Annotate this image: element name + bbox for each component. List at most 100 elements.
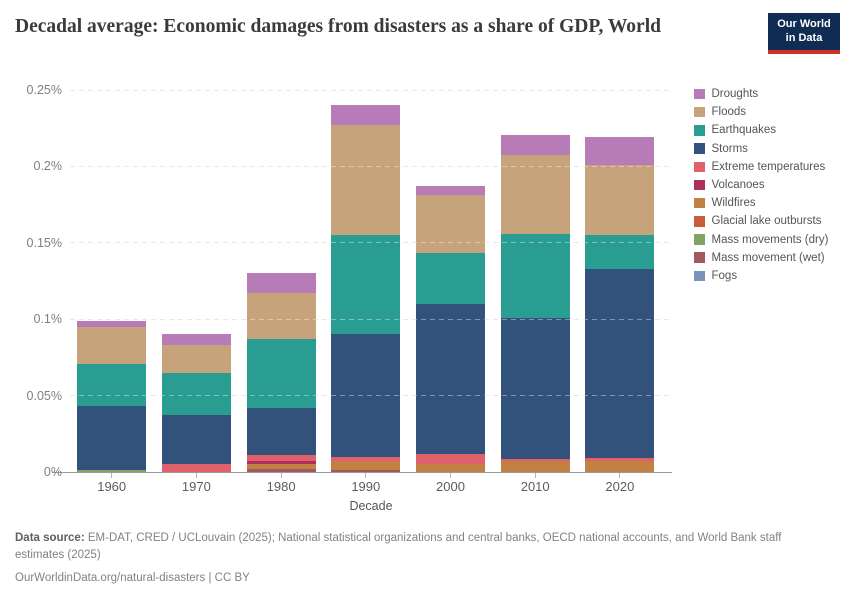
- legend-item-storms[interactable]: Storms: [694, 143, 850, 155]
- bar-segment-wildfires-2020[interactable]: [585, 461, 655, 472]
- legend-label: Wildfires: [711, 197, 756, 210]
- legend-swatch-icon: [694, 88, 705, 100]
- owid-logo-line2: in Data: [785, 31, 823, 44]
- x-axis-tick: [619, 473, 621, 478]
- legend-label: Floods: [711, 106, 747, 119]
- x-axis-label-1960: 1960: [97, 479, 127, 494]
- bar-segment-extreme-temperatures-1980[interactable]: [246, 455, 316, 462]
- bar-segment-earthquakes-2010[interactable]: [500, 234, 570, 319]
- legend-item-droughts[interactable]: Droughts: [694, 88, 850, 100]
- bar-segment-wildfires-1980[interactable]: [246, 464, 316, 469]
- bar-segment-droughts-1960[interactable]: [77, 320, 147, 327]
- legend-swatch-icon: [694, 161, 705, 172]
- bar-segment-storms-1990[interactable]: [331, 334, 401, 457]
- bar-segment-droughts-2010[interactable]: [500, 135, 570, 155]
- bar-segment-droughts-1970[interactable]: [161, 334, 231, 346]
- bar-segment-wildfires-2000[interactable]: [416, 464, 485, 472]
- legend-label: Glacial lake outbursts: [711, 215, 822, 228]
- owid-logo[interactable]: Our World in Data: [768, 13, 840, 54]
- bar-segment-volcanoes-1980[interactable]: [246, 461, 316, 465]
- bar-segment-mass-movement-wet--1980[interactable]: [246, 468, 316, 472]
- bar-segment-storms-1960[interactable]: [77, 406, 147, 471]
- legend-swatch-icon: [694, 179, 705, 191]
- legend-item-glacial-lake-outbursts[interactable]: Glacial lake outbursts: [694, 215, 850, 227]
- x-axis-label-2000: 2000: [436, 479, 465, 494]
- legend-label: Storms: [711, 142, 748, 155]
- bar-segment-earthquakes-2020[interactable]: [585, 235, 655, 269]
- gridline-overlay: [70, 395, 672, 397]
- footer-separator: |: [208, 571, 212, 584]
- bar-segment-extreme-temperatures-2020[interactable]: [585, 458, 655, 462]
- bar-segment-floods-2000[interactable]: [416, 195, 485, 254]
- bar-segment-mass-movement-wet--1990[interactable]: [331, 470, 401, 472]
- legend-item-mass-movement-wet-[interactable]: Mass movement (wet): [694, 252, 850, 264]
- bar-segment-earthquakes-1970[interactable]: [161, 372, 231, 416]
- legend-swatch-icon: [694, 234, 705, 245]
- legend-item-floods[interactable]: Floods: [694, 106, 850, 118]
- bar-segment-extreme-temperatures-2000[interactable]: [416, 453, 485, 465]
- bar-segment-storms-2010[interactable]: [500, 318, 570, 459]
- bar-segment-wildfires-2010[interactable]: [500, 460, 570, 472]
- bar-segment-earthquakes-1990[interactable]: [331, 235, 401, 335]
- y-axis-tick-label: 0.05%: [26, 388, 62, 403]
- bar-segment-floods-1980[interactable]: [246, 293, 316, 340]
- bar-segment-extreme-temperatures-1990[interactable]: [331, 456, 401, 462]
- data-source-line: Data source: EM-DAT, CRED / UCLouvain (2…: [15, 530, 820, 565]
- bar-segment-extreme-temperatures-1970[interactable]: [161, 464, 231, 472]
- chart-title: Decadal average: Economic damages from d…: [15, 16, 661, 37]
- bar-segment-droughts-2020[interactable]: [585, 137, 655, 165]
- legend-label: Volcanoes: [711, 178, 765, 191]
- legend-item-volcanoes[interactable]: Volcanoes: [694, 179, 850, 191]
- x-axis-title: Decade: [349, 499, 393, 513]
- data-source-label: Data source:: [15, 532, 85, 544]
- x-axis-tick: [280, 473, 282, 478]
- legend-swatch-icon: [694, 216, 705, 227]
- x-axis-tick: [450, 473, 451, 478]
- legend-swatch-icon: [694, 143, 705, 154]
- bar-segment-floods-2020[interactable]: [585, 164, 655, 236]
- legend-label: Mass movement (wet): [711, 251, 825, 264]
- bar-segment-floods-1970[interactable]: [161, 345, 231, 373]
- bar-segment-storms-1980[interactable]: [246, 407, 316, 456]
- footer-url-link[interactable]: OurWorldinData.org/natural-disasters: [15, 571, 206, 584]
- legend-swatch-icon: [694, 252, 705, 263]
- x-axis-label-1990: 1990: [351, 479, 381, 494]
- bar-segment-droughts-1990[interactable]: [331, 105, 401, 126]
- bar-segment-extreme-temperatures-2010[interactable]: [500, 459, 570, 461]
- bar-segment-earthquakes-1960[interactable]: [77, 363, 147, 407]
- bar-segment-storms-2000[interactable]: [416, 303, 485, 454]
- legend-item-mass-movements-dry-[interactable]: Mass movements (dry): [694, 234, 850, 246]
- bar-segment-storms-2020[interactable]: [585, 268, 655, 459]
- gridline-overlay: [70, 242, 672, 244]
- bar-segment-floods-1960[interactable]: [77, 326, 147, 364]
- gridline-overlay: [70, 165, 672, 167]
- bar-segment-earthquakes-2000[interactable]: [416, 253, 485, 304]
- license-line: OurWorldinData.org/natural-disasters | C…: [15, 570, 820, 587]
- bar-segment-wildfires-1990[interactable]: [331, 461, 401, 471]
- legend-label: Earthquakes: [711, 124, 777, 137]
- gridline-overlay: [70, 89, 672, 91]
- bar-segment-floods-1990[interactable]: [331, 125, 401, 236]
- bar-segment-storms-1970[interactable]: [161, 415, 231, 465]
- bar-segment-droughts-2000[interactable]: [416, 186, 485, 196]
- x-axis-label-1980: 1980: [266, 479, 296, 494]
- legend-swatch-icon: [694, 106, 705, 118]
- legend-label: Fogs: [711, 269, 738, 282]
- legend-item-earthquakes[interactable]: Earthquakes: [694, 124, 850, 136]
- bar-segment-earthquakes-1980[interactable]: [246, 339, 316, 408]
- chart-legend: Droughts Floods Earthquakes Storms Extreme t…: [694, 88, 850, 288]
- x-axis-tick: [365, 473, 367, 478]
- bar-segment-droughts-1980[interactable]: [246, 273, 316, 294]
- chart-footer: Data source: EM-DAT, CRED / UCLouvain (2…: [15, 530, 820, 587]
- legend-item-extreme-temperatures[interactable]: Extreme temperatures: [694, 161, 850, 173]
- x-axis-label-1970: 1970: [181, 479, 211, 494]
- y-axis-tick-label: 0.15%: [26, 235, 62, 250]
- legend-item-wildfires[interactable]: Wildfires: [694, 197, 850, 209]
- legend-swatch-icon: [694, 125, 705, 136]
- bar-segment-mass-movements-dry--1960[interactable]: [77, 470, 147, 472]
- bar-segment-floods-2010[interactable]: [500, 154, 570, 235]
- legend-item-fogs[interactable]: Fogs: [694, 270, 850, 282]
- y-axis-tick-label: 0.25%: [26, 83, 62, 97]
- gridline: [70, 89, 672, 91]
